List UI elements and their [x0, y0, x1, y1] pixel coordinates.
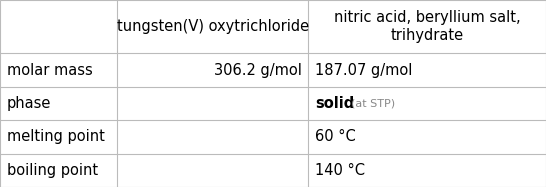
Text: solid: solid: [315, 96, 354, 111]
Text: 60 °C: 60 °C: [315, 129, 356, 144]
Text: 140 °C: 140 °C: [315, 163, 365, 178]
Text: phase: phase: [7, 96, 51, 111]
Text: molar mass: molar mass: [7, 62, 92, 77]
Text: 306.2 g/mol: 306.2 g/mol: [214, 62, 302, 77]
Text: tungsten(V) oxytrichloride: tungsten(V) oxytrichloride: [117, 19, 309, 34]
Text: boiling point: boiling point: [7, 163, 98, 178]
Text: (at STP): (at STP): [351, 98, 395, 108]
Text: nitric acid, beryllium salt,
trihydrate: nitric acid, beryllium salt, trihydrate: [334, 10, 520, 43]
Text: melting point: melting point: [7, 129, 104, 144]
Text: 187.07 g/mol: 187.07 g/mol: [315, 62, 412, 77]
